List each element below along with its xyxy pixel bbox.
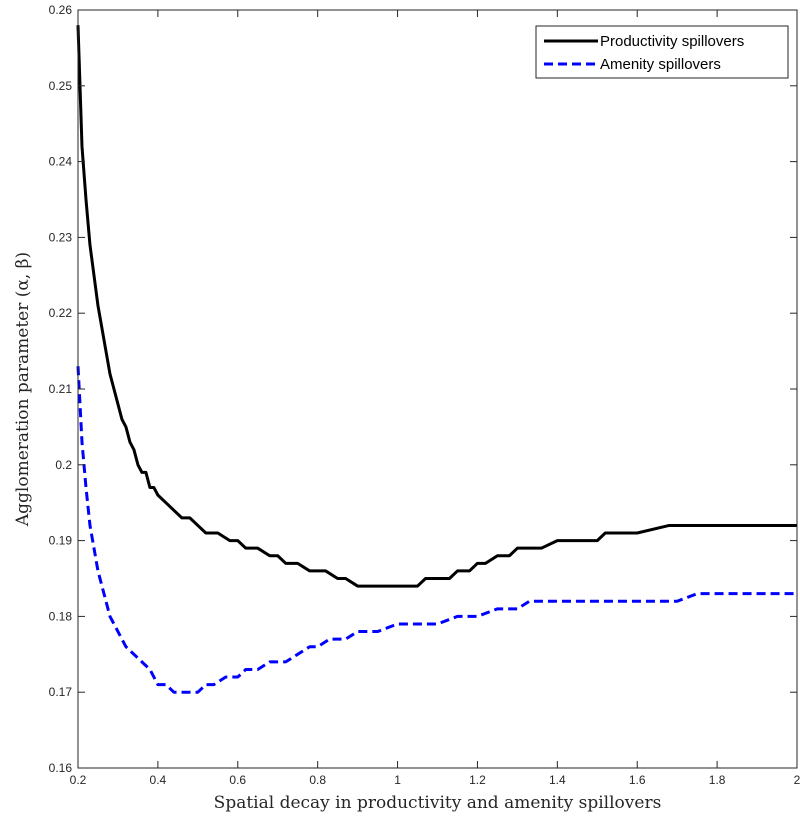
legend: Productivity spillovers Amenity spillove… bbox=[535, 25, 789, 79]
y-tick-label: 0.22 bbox=[49, 306, 73, 320]
y-tick-label: 0.24 bbox=[49, 155, 73, 169]
x-tick-label: 1.6 bbox=[629, 773, 646, 787]
x-axis-title: Spatial decay in productivity and amenit… bbox=[214, 793, 662, 813]
y-tick-label: 0.17 bbox=[49, 685, 73, 699]
y-tick-label: 0.16 bbox=[49, 761, 73, 775]
legend-box bbox=[535, 25, 789, 79]
y-tick-label: 0.2 bbox=[55, 458, 72, 472]
x-tick-label: 0.6 bbox=[229, 773, 246, 787]
x-tick-label: 2 bbox=[794, 773, 800, 787]
y-tick-label: 0.19 bbox=[49, 534, 73, 548]
series-layer bbox=[76, 25, 797, 694]
legend-label-productivity: Productivity spillovers bbox=[600, 33, 744, 50]
y-tick-label: 0.18 bbox=[49, 609, 73, 623]
y-tick-label: 0.26 bbox=[49, 3, 73, 17]
x-tick-label: 1 bbox=[394, 773, 401, 787]
x-tick-label: 1.8 bbox=[709, 773, 726, 787]
legend-label-amenity: Amenity spillovers bbox=[600, 56, 721, 73]
axes-layer: 0.2 0.4 0.6 0.8 1 1.2 1.4 1.6 1.8 2 0.16 0.17 0.18 0.… bbox=[49, 3, 800, 787]
y-axis-title: Agglomeration parameter (α, β) bbox=[13, 252, 33, 527]
x-tick-label: 0.2 bbox=[70, 773, 87, 787]
plot-area-background bbox=[78, 10, 797, 768]
series-line-amenity bbox=[76, 366, 797, 694]
series-line-productivity bbox=[76, 25, 797, 588]
x-tick-label: 1.2 bbox=[469, 773, 486, 787]
y-tick-label: 0.23 bbox=[49, 230, 73, 244]
x-tick-label: 1.4 bbox=[549, 773, 566, 787]
x-tick-label: 0.8 bbox=[309, 773, 326, 787]
x-tick-label: 0.4 bbox=[150, 773, 167, 787]
y-tick-label: 0.25 bbox=[49, 79, 73, 93]
y-tick-label: 0.21 bbox=[49, 382, 73, 396]
